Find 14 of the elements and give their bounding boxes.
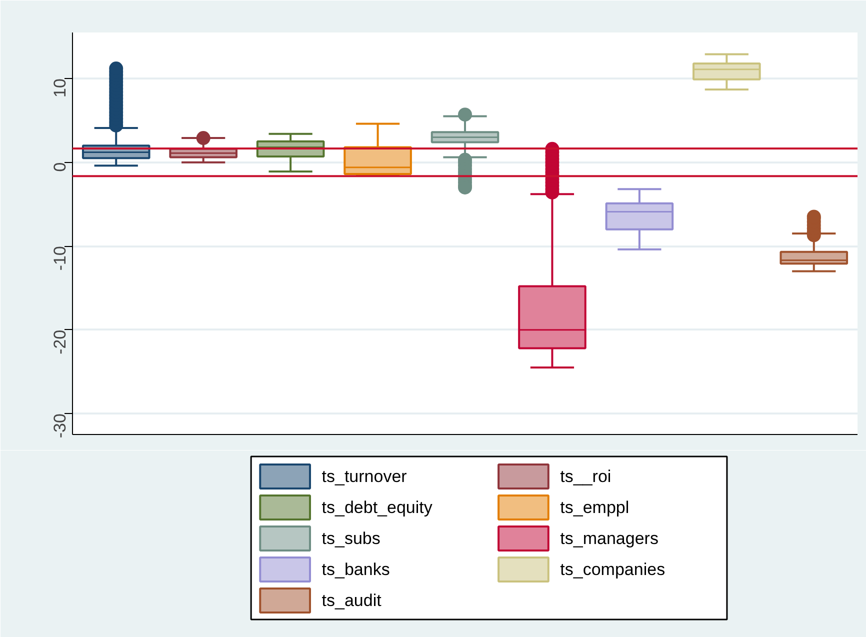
legend-label: ts_companies	[560, 560, 666, 579]
y-tick-label: 10	[50, 78, 70, 98]
legend-label: ts_subs	[322, 529, 380, 548]
legend-label: ts_debt_equity	[322, 498, 433, 517]
legend-label: ts_banks	[322, 560, 390, 579]
y-tick-label: 0	[50, 162, 70, 172]
legend-label: ts_managers	[560, 529, 658, 548]
legend-label: ts__roi	[560, 467, 612, 486]
y-tick-label: -30	[50, 414, 70, 438]
y-tick-label: -20	[50, 330, 70, 354]
legend-label: ts_audit	[322, 591, 382, 610]
legend-label: ts_emppl	[560, 498, 630, 517]
legend-label: ts_turnover	[322, 467, 408, 486]
y-tick-label: -10	[50, 246, 70, 271]
